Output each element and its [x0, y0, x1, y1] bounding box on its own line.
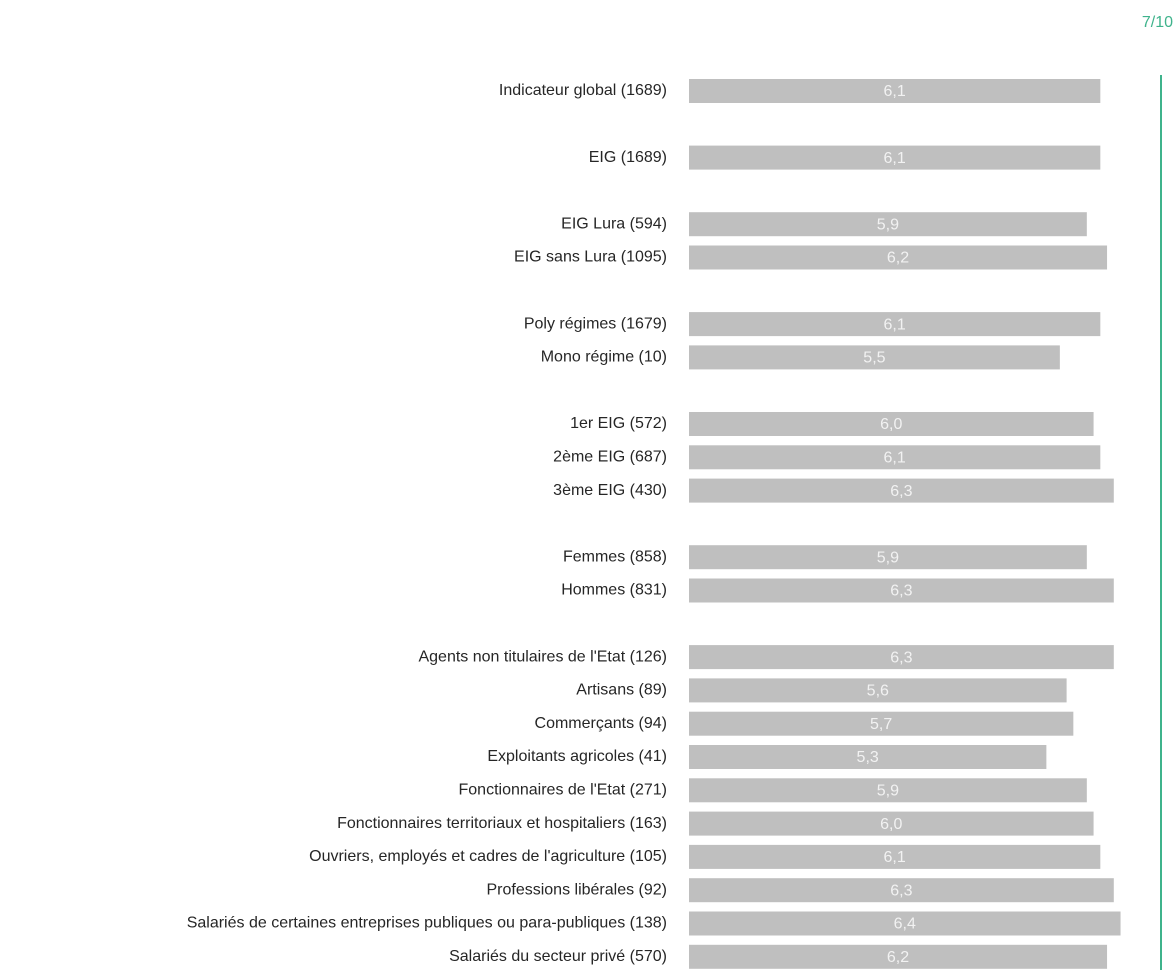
bar: [689, 578, 1114, 603]
value-label: 5,7: [870, 716, 892, 733]
bar: [689, 212, 1087, 237]
bar: [689, 645, 1114, 670]
category-label: Ouvriers, employés et cadres de l'agricu…: [309, 848, 667, 865]
value-label: 6,3: [890, 583, 912, 600]
category-label: Exploitants agricoles (41): [487, 748, 667, 765]
bar: [689, 944, 1108, 969]
category-label: EIG sans Lura (1095): [514, 249, 667, 266]
value-label: 6,3: [890, 649, 912, 666]
category-label: Mono régime (10): [541, 349, 667, 366]
category-label: Professions libérales (92): [486, 881, 667, 898]
category-label: Salariés du secteur privé (570): [449, 948, 667, 965]
value-label: 5,9: [877, 216, 899, 233]
bar: [689, 778, 1087, 803]
bar: [689, 678, 1067, 703]
bar: [689, 911, 1121, 936]
bar: [689, 878, 1114, 903]
category-label: Agents non titulaires de l'Etat (126): [418, 648, 667, 665]
bar: [689, 245, 1108, 270]
value-label: 5,9: [877, 549, 899, 566]
value-label: 6,1: [884, 849, 906, 866]
category-label: Hommes (831): [561, 582, 667, 599]
bar: [689, 145, 1101, 170]
bar: [689, 844, 1101, 869]
value-label: 5,3: [857, 749, 879, 766]
value-label: 6,1: [884, 83, 906, 100]
category-label: EIG (1689): [589, 149, 667, 166]
category-label: 2ème EIG (687): [553, 449, 667, 466]
bar: [689, 745, 1047, 769]
bar: [689, 711, 1074, 736]
category-label: Artisans (89): [576, 682, 667, 699]
category-label: 1er EIG (572): [570, 415, 667, 432]
category-label: Commerçants (94): [535, 715, 667, 732]
value-label: 5,6: [867, 683, 889, 700]
bar: [689, 545, 1087, 570]
reference-label: 7/10: [1142, 14, 1173, 31]
value-label: 5,5: [863, 350, 885, 367]
value-label: 6,1: [884, 450, 906, 467]
category-label: Fonctionnaires territoriaux et hospitali…: [337, 815, 667, 832]
value-label: 5,9: [877, 783, 899, 800]
bar: [689, 811, 1094, 836]
category-label: Fonctionnaires de l'Etat (271): [459, 782, 668, 799]
category-label: Salariés de certaines entreprises publiq…: [187, 915, 667, 932]
value-label: 6,2: [887, 250, 909, 267]
bar: [689, 445, 1101, 470]
bar: [689, 412, 1094, 436]
value-label: 6,3: [890, 882, 912, 899]
value-label: 6,1: [884, 150, 906, 167]
bar: [689, 478, 1114, 503]
category-label: EIG Lura (594): [561, 215, 667, 232]
value-label: 6,4: [894, 916, 916, 933]
category-label: Poly régimes (1679): [524, 315, 667, 332]
value-label: 6,3: [890, 483, 912, 500]
value-label: 6,0: [880, 416, 902, 433]
category-label: Indicateur global (1689): [499, 82, 667, 99]
bar: [689, 312, 1101, 337]
value-label: 6,1: [884, 316, 906, 333]
bar: [689, 345, 1060, 370]
category-label: 3ème EIG (430): [553, 482, 667, 499]
bar: [689, 79, 1101, 103]
value-label: 6,0: [880, 816, 902, 833]
category-label: Femmes (858): [563, 548, 667, 565]
value-label: 6,2: [887, 949, 909, 966]
